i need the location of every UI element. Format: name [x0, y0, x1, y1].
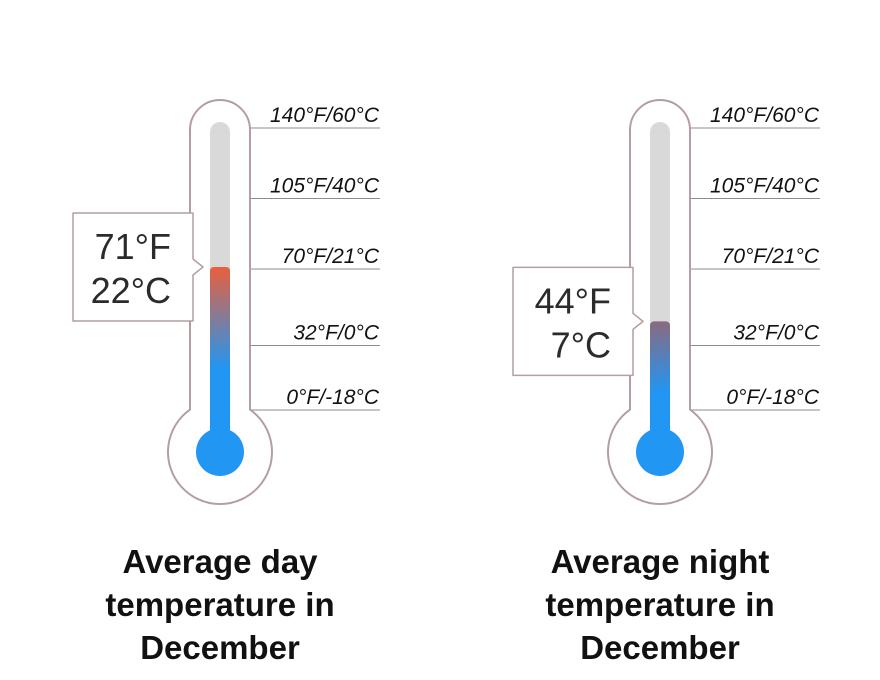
- caption-line: Average night: [550, 543, 770, 580]
- night-thermometer-caption: Average night temperature in December: [510, 540, 810, 669]
- tick-label: 32°F/0°C: [733, 322, 819, 345]
- tick-label: 70°F/21°C: [722, 245, 820, 268]
- tick-label: 140°F/60°C: [710, 104, 820, 127]
- reading-callout: [72, 212, 204, 322]
- thermometer-bulb: [196, 428, 244, 476]
- tick-label: 0°F/-18°C: [286, 386, 379, 409]
- tick-label: 70°F/21°C: [282, 245, 380, 268]
- day-thermometer: 140°F/60°C 105°F/40°C 70°F/21°C 32°F/0°C 0°F…: [72, 99, 380, 505]
- tick-label: 140°F/60°C: [270, 104, 380, 127]
- reading-fahrenheit: 44°F: [535, 280, 611, 321]
- reading-fahrenheit: 71°F: [95, 226, 171, 267]
- tick-label: 105°F/40°C: [710, 175, 820, 198]
- caption-line: Average day: [122, 543, 318, 580]
- caption-line: temperature in: [545, 586, 775, 623]
- thermometer-mercury: [650, 321, 670, 452]
- caption-line: December: [580, 629, 740, 666]
- reading-celsius: 22°C: [91, 270, 171, 311]
- thermometer-bulb: [636, 428, 684, 476]
- tick-label: 105°F/40°C: [270, 175, 380, 198]
- thermometer-mercury: [210, 266, 230, 452]
- tick-label: 0°F/-18°C: [726, 386, 819, 409]
- reading-celsius: 7°C: [551, 324, 611, 365]
- tick-label: 32°F/0°C: [293, 322, 379, 345]
- day-thermometer-caption: Average day temperature in December: [70, 540, 370, 669]
- reading-callout: [512, 266, 644, 377]
- caption-line: temperature in: [105, 586, 335, 623]
- caption-line: December: [140, 629, 300, 666]
- night-thermometer: 140°F/60°C 105°F/40°C 70°F/21°C 32°F/0°C 0°F…: [512, 99, 820, 505]
